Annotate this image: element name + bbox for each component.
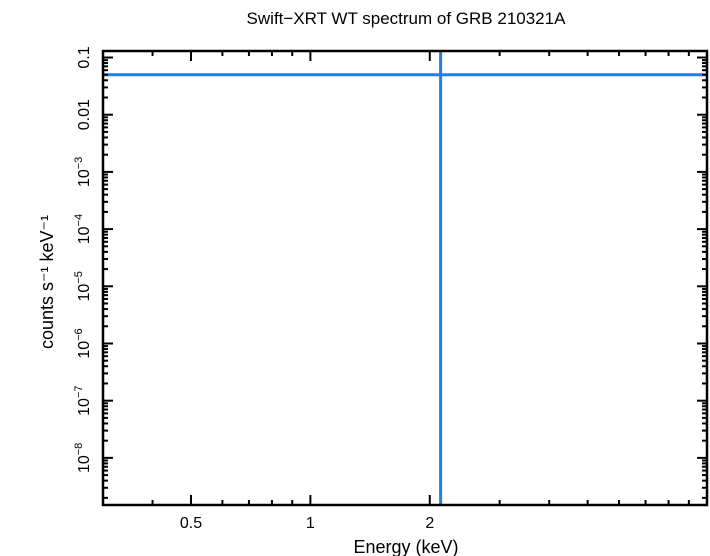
ticks-layer: 0.5 1 2 10−8 10−7 10−6 10−5 10−4 10−3 0.01 0.1 xyxy=(73,46,708,532)
y-tick-label: 0.01 xyxy=(76,99,93,130)
series-layer xyxy=(103,51,707,505)
y-tick-label: 10−6 xyxy=(73,328,93,358)
y-tick-label: 10−8 xyxy=(73,443,93,473)
y-tick-label: 10−4 xyxy=(73,214,93,244)
y-tick-label: 10−7 xyxy=(73,386,93,416)
y-tick-label: 10−5 xyxy=(73,271,93,301)
plot-frame xyxy=(101,49,709,507)
chart-title: Swift−XRT WT spectrum of GRB 210321A xyxy=(247,9,567,28)
x-axis-label: Energy (keV) xyxy=(353,537,458,556)
x-tick-label: 0.5 xyxy=(180,515,202,532)
y-axis-label: counts s⁻¹ keV⁻¹ xyxy=(37,215,57,349)
y-tick-label: 0.1 xyxy=(76,46,93,68)
x-tick-label: 1 xyxy=(306,515,315,532)
y-tick-label: 10−3 xyxy=(73,157,93,187)
x-tick-label: 2 xyxy=(425,515,434,532)
